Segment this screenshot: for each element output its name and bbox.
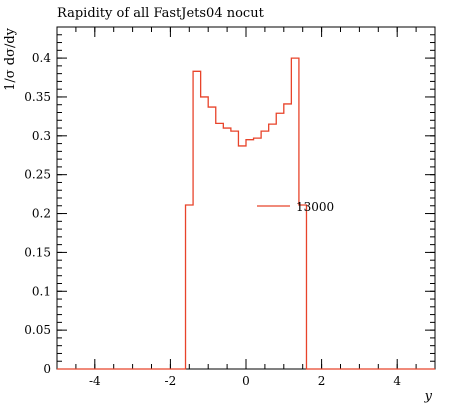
- axis-tick-labels: -4 -2 0 2 4 0 0.05 0.1 0.15 0.2 0.25 0.3 0.35 0.4: [24, 51, 401, 388]
- y-tick-label: 0.3: [32, 129, 51, 143]
- y-tick-label: 0: [43, 362, 51, 376]
- y-tick-label: 0.4: [32, 51, 51, 65]
- x-tick-label: -2: [165, 374, 177, 388]
- y-tick-label: 0.2: [32, 207, 51, 221]
- y-tick-label: 0.15: [24, 245, 51, 259]
- x-tick-label: 2: [318, 374, 326, 388]
- axis-ticks: [56, 26, 436, 370]
- x-tick-label: 4: [393, 374, 401, 388]
- y-tick-label: 0.05: [24, 323, 51, 337]
- y-tick-label: 0.1: [32, 284, 51, 298]
- plot-frame: [56, 26, 436, 370]
- y-tick-label: 0.35: [24, 90, 51, 104]
- y-tick-label: 0.25: [24, 168, 51, 182]
- x-tick-label: -4: [89, 374, 101, 388]
- x-tick-label: 0: [242, 374, 250, 388]
- chart-title: Rapidity of all FastJets04 nocut: [57, 6, 265, 21]
- legend-label-13000: 13000: [296, 200, 334, 214]
- histogram-line-13000: [57, 57, 435, 370]
- x-axis-label: y: [424, 389, 433, 404]
- y-axis-label: 1/σ dσ/dy: [3, 27, 18, 91]
